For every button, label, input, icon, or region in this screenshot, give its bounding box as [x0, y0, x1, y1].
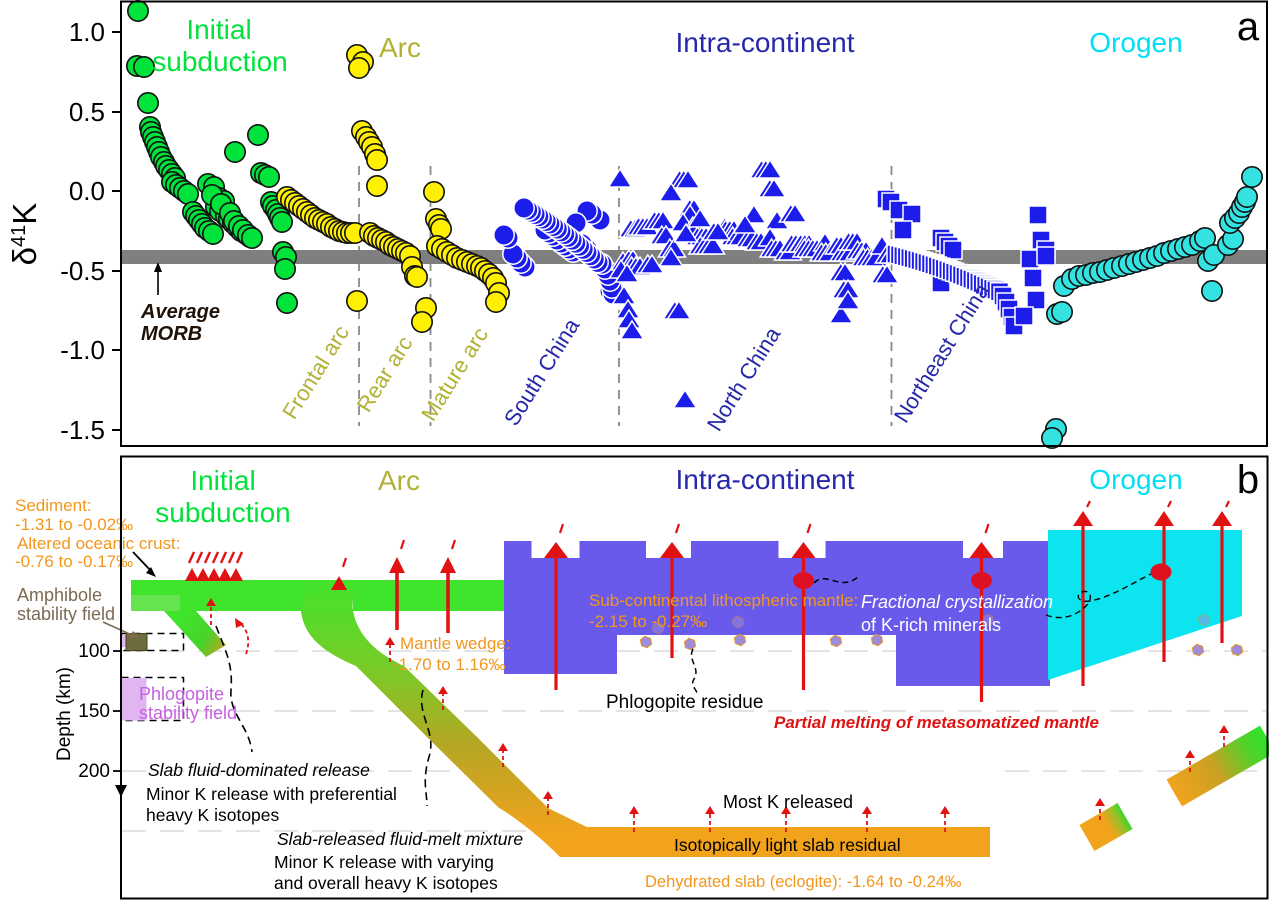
svg-text:MORB: MORB — [141, 323, 202, 345]
svg-text:-2.15 to -0.27‰: -2.15 to -0.27‰ — [589, 612, 707, 631]
svg-text:Intra-continent: Intra-continent — [676, 464, 855, 495]
svg-text:-0.5: -0.5 — [60, 256, 105, 286]
svg-text:Mantle wedge:: Mantle wedge: — [400, 634, 511, 653]
svg-text:Minor K release with varying: Minor K release with varying — [274, 852, 494, 872]
svg-text:1.0: 1.0 — [69, 17, 105, 47]
svg-text:Most K released: Most K released — [723, 792, 853, 812]
svg-text:-1.5: -1.5 — [60, 415, 105, 445]
svg-text:Average: Average — [140, 301, 220, 323]
svg-text:stability field: stability field — [139, 703, 237, 723]
svg-text:Slab fluid-dominated release: Slab fluid-dominated release — [148, 760, 370, 780]
svg-text:Initial: Initial — [186, 14, 251, 45]
svg-text:Phlogopite: Phlogopite — [139, 684, 224, 704]
svg-text:150: 150 — [78, 701, 110, 722]
svg-text:subduction: subduction — [155, 497, 290, 528]
svg-text:Altered oceanic crust:: Altered oceanic crust: — [17, 534, 180, 553]
svg-text:and overall heavy K isotopes: and overall heavy K isotopes — [274, 873, 498, 893]
svg-text:b: b — [1237, 458, 1259, 502]
svg-text:of K-rich minerals: of K-rich minerals — [861, 615, 1001, 635]
svg-text:Sediment:: Sediment: — [15, 496, 92, 515]
svg-text:Orogen: Orogen — [1089, 464, 1182, 495]
svg-text:Arc: Arc — [378, 465, 420, 496]
svg-text:Depth (km): Depth (km) — [54, 667, 75, 761]
svg-text:Arc: Arc — [379, 32, 421, 63]
svg-text:Initial: Initial — [190, 465, 255, 496]
svg-text:Orogen: Orogen — [1089, 27, 1182, 58]
svg-text:Minor K release with preferent: Minor K release with preferential — [146, 784, 397, 804]
svg-text:Slab-released fluid-melt mixtu: Slab-released fluid-melt mixture — [277, 829, 523, 849]
svg-text:δ41K: δ41K — [6, 203, 43, 266]
svg-text:Sub-continental lithospheric m: Sub-continental lithospheric mantle: — [589, 591, 858, 610]
svg-text:100: 100 — [78, 641, 110, 662]
svg-text:heavy K isotopes: heavy K isotopes — [146, 805, 280, 825]
svg-text:Intra-continent: Intra-continent — [676, 27, 855, 58]
svg-text:Fractional crystallization: Fractional crystallization — [861, 592, 1053, 612]
svg-text:subduction: subduction — [152, 46, 287, 77]
svg-text:Amphibole: Amphibole — [17, 585, 102, 605]
svg-text:-1.0: -1.0 — [60, 335, 105, 365]
svg-text:stability field: stability field — [17, 604, 115, 624]
svg-text:-1.70 to 1.16‰: -1.70 to 1.16‰ — [393, 655, 505, 674]
svg-text:0.0: 0.0 — [69, 176, 105, 206]
svg-text:Phlogopite residue: Phlogopite residue — [606, 692, 763, 713]
svg-text:0.5: 0.5 — [69, 97, 105, 127]
svg-text:-1.31 to -0.02‰: -1.31 to -0.02‰ — [15, 515, 133, 534]
svg-text:Partial melting of metasomatiz: Partial melting of metasomatized mantle — [774, 713, 1099, 732]
svg-text:Isotopically light slab residu: Isotopically light slab residual — [674, 835, 901, 855]
svg-text:a: a — [1237, 5, 1260, 49]
svg-text:-0.76 to -0.17‰: -0.76 to -0.17‰ — [15, 552, 133, 571]
svg-text:200: 200 — [78, 761, 110, 782]
svg-text:Dehydrated slab (eclogite): -1: Dehydrated slab (eclogite): -1.64 to -0.… — [645, 873, 962, 891]
